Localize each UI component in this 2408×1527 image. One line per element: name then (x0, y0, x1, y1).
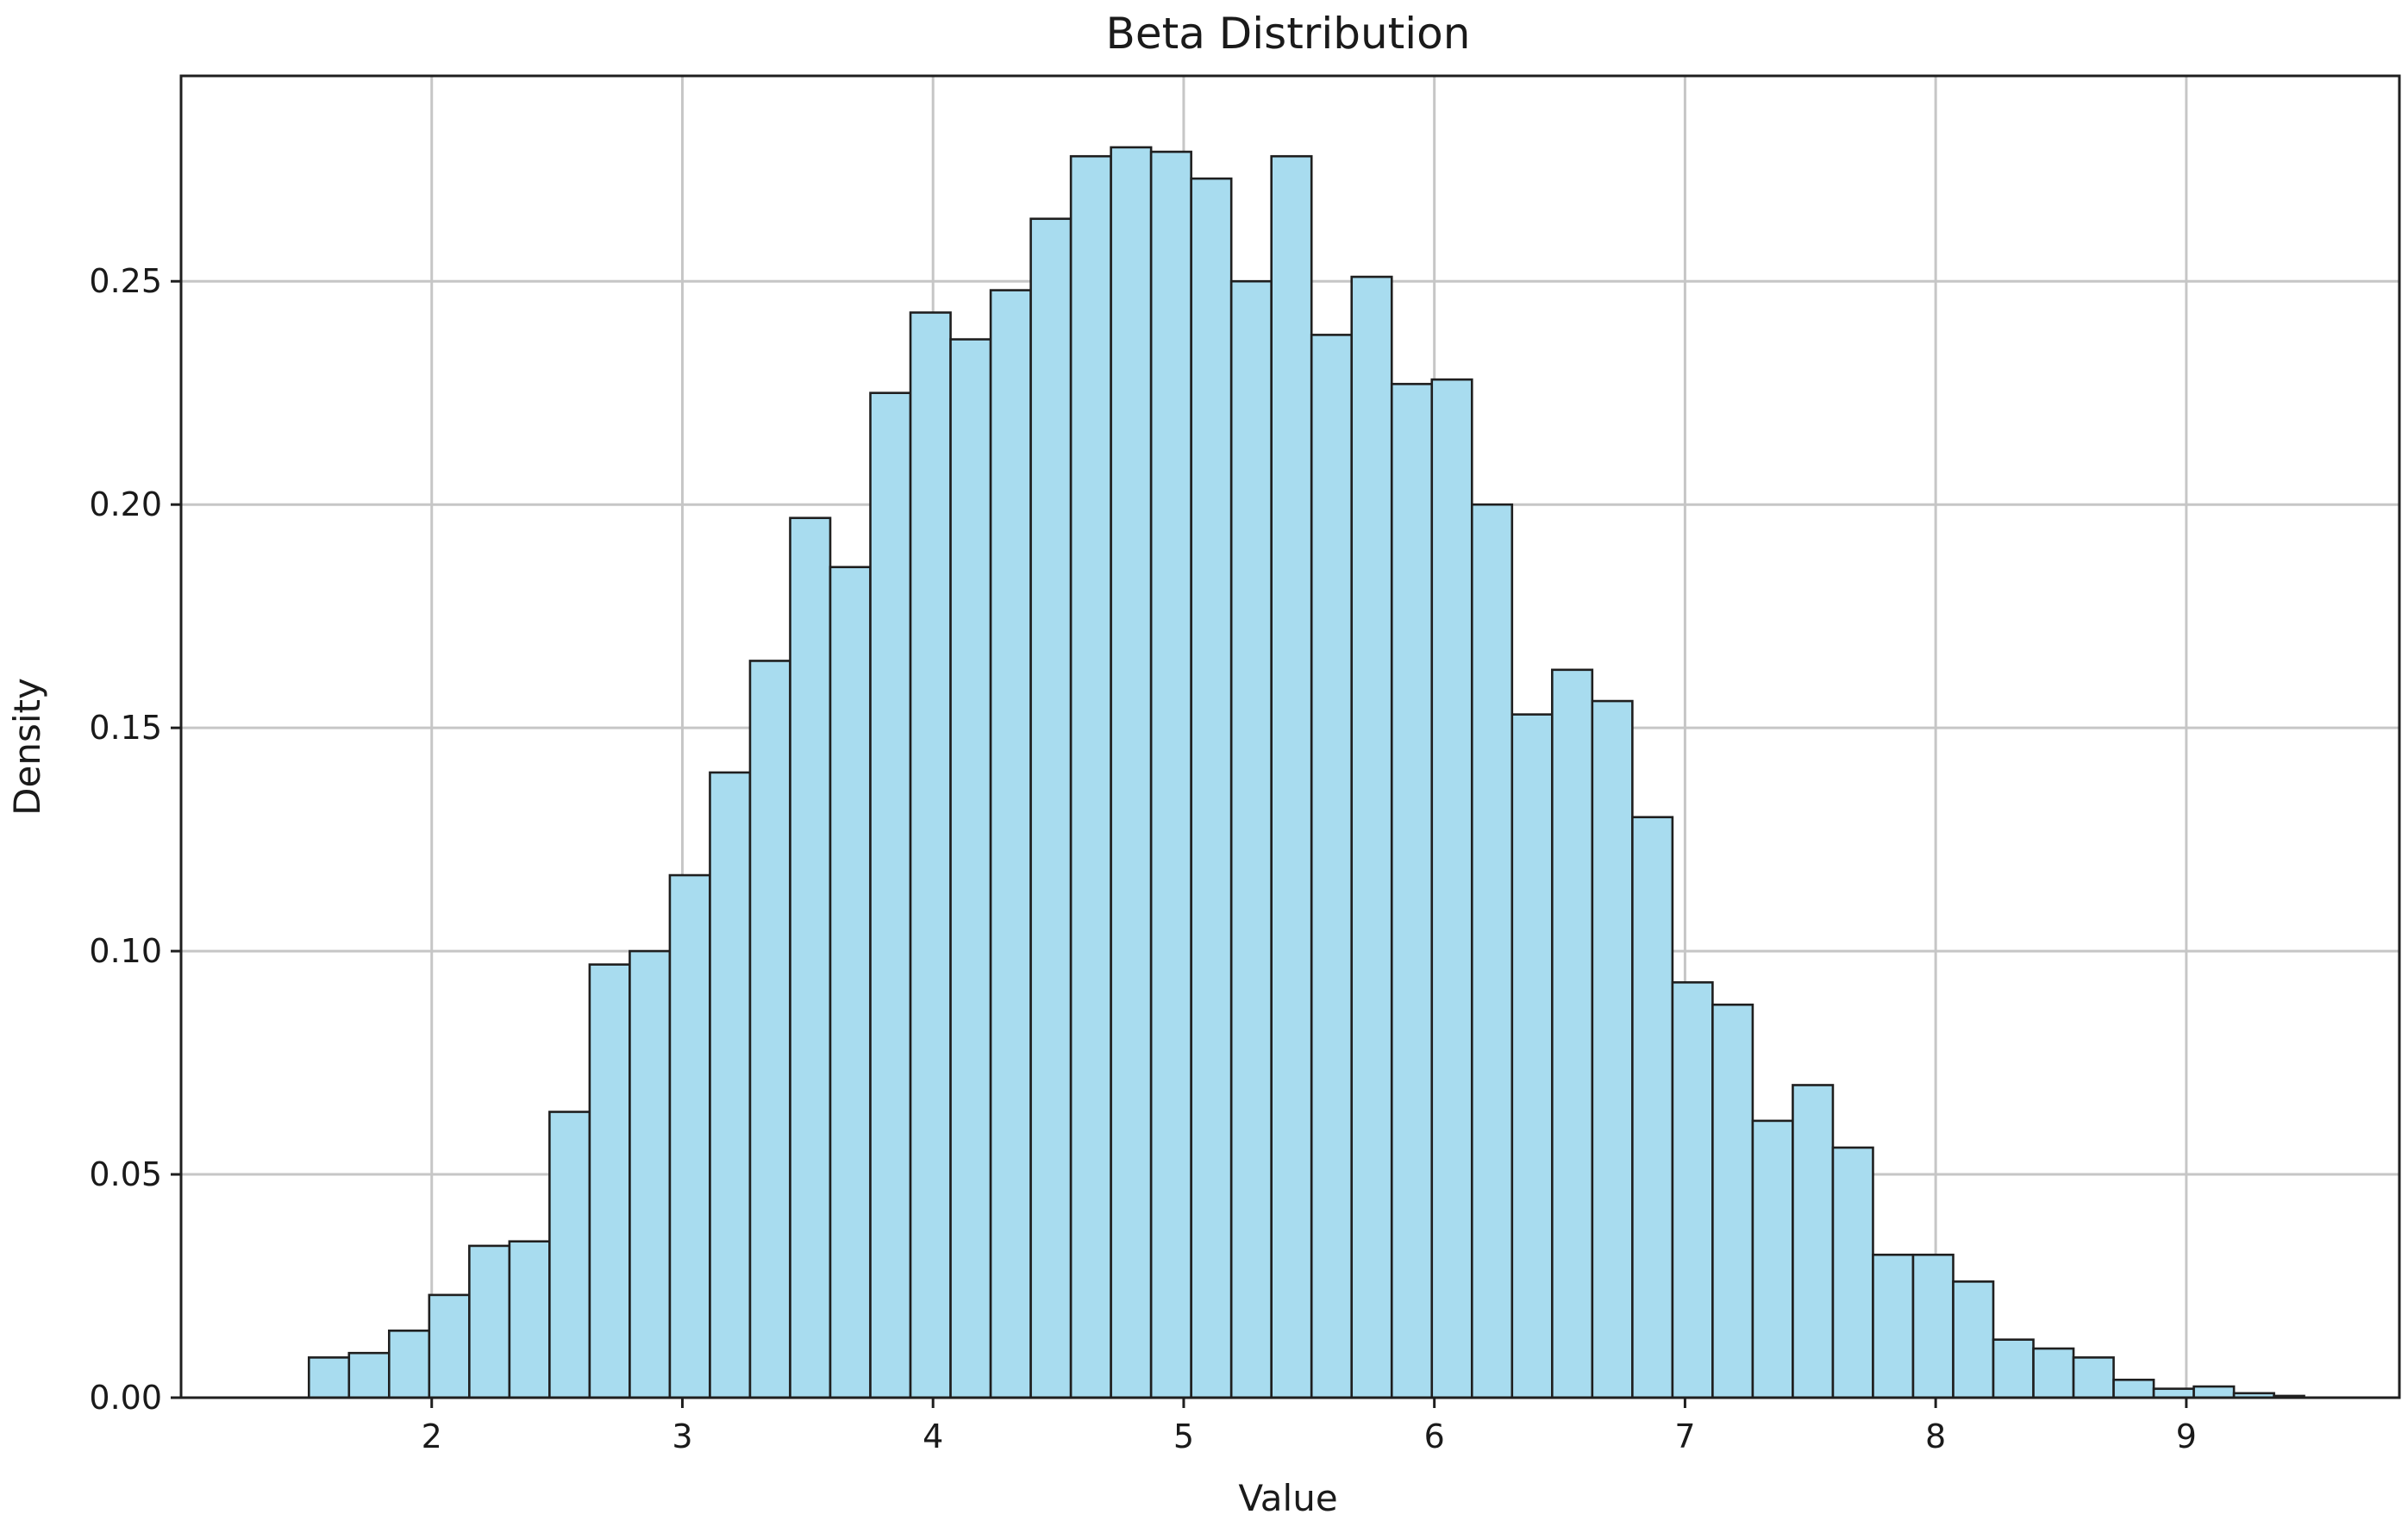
histogram-bar (1470, 503, 1514, 1399)
histogram-bar (629, 949, 672, 1399)
histogram-bar (1110, 146, 1153, 1399)
histogram-bar (388, 1330, 431, 1399)
histogram-bar (1872, 1253, 1915, 1399)
y-tick-label: 0.20 (89, 485, 162, 523)
x-axis-ticks: 2 3 4 5 6 7 8 9 (422, 1398, 2197, 1455)
x-tick-label: 6 (1424, 1417, 1445, 1455)
histogram-bar (1069, 154, 1112, 1399)
histogram-bar (1149, 150, 1192, 1399)
histogram-bar (869, 391, 912, 1399)
histogram-bar (1711, 1003, 1754, 1399)
y-tick-label: 0.10 (89, 932, 162, 970)
histogram-bar (2032, 1347, 2075, 1399)
histogram-bar (668, 873, 711, 1399)
x-axis-label: Value (1238, 1477, 1337, 1519)
y-axis-label: Density (6, 678, 48, 816)
y-tick-label: 0.15 (89, 709, 162, 747)
histogram-bar (1029, 217, 1073, 1399)
histogram-bar (1591, 699, 1634, 1399)
x-tick-label: 8 (1925, 1417, 1946, 1455)
histogram-bar (1631, 816, 1674, 1399)
x-tick-label: 7 (1674, 1417, 1695, 1455)
y-tick-label: 0.00 (89, 1379, 162, 1417)
y-axis-ticks: 0.00 0.05 0.10 0.15 0.20 0.25 (89, 262, 181, 1417)
histogram-bar (1310, 334, 1354, 1399)
histogram-bar (989, 289, 1032, 1399)
histogram-bar (2072, 1356, 2115, 1399)
histogram-bar (748, 660, 791, 1399)
histogram-bar (1430, 378, 1473, 1399)
x-tick-label: 2 (422, 1417, 442, 1455)
x-tick-label: 9 (2176, 1417, 2197, 1455)
histogram-bar (1671, 981, 1714, 1399)
histogram-bars (307, 146, 2305, 1399)
y-tick-label: 0.25 (89, 262, 162, 300)
histogram-bar (949, 338, 992, 1399)
histogram-bar (789, 516, 832, 1399)
x-tick-label: 4 (923, 1417, 943, 1455)
histogram-bar (468, 1244, 511, 1399)
x-tick-label: 5 (1173, 1417, 1194, 1455)
y-tick-label: 0.05 (89, 1155, 162, 1193)
histogram-bar (1510, 713, 1554, 1399)
histogram-bar (347, 1351, 391, 1399)
histogram-bar (2152, 1387, 2195, 1399)
histogram-bar (1952, 1280, 1995, 1399)
histogram-bar (1751, 1119, 1794, 1399)
histogram-bar (709, 771, 752, 1399)
histogram-bar (829, 566, 872, 1399)
histogram-bar (1992, 1338, 2035, 1399)
histogram-bar (1270, 154, 1313, 1399)
histogram-bar (1551, 668, 1594, 1399)
histogram-bar (1350, 275, 1393, 1399)
histogram-bar (1390, 383, 1434, 1399)
histogram-bar (1190, 177, 1233, 1399)
histogram-bar (548, 1111, 591, 1399)
x-tick-label: 3 (672, 1417, 692, 1455)
histogram-bar (508, 1240, 551, 1399)
plot-frame (179, 74, 2401, 1399)
histogram-bar (1229, 279, 1273, 1399)
histogram-bar (1911, 1253, 1955, 1399)
histogram-bar (428, 1293, 471, 1399)
histogram-bar (2192, 1385, 2236, 1399)
histogram-bar (588, 963, 631, 1399)
chart-title: Beta Distribution (1106, 9, 1471, 59)
histogram-bar (1792, 1084, 1835, 1399)
histogram-bar (909, 311, 952, 1399)
histogram-bar (2112, 1378, 2155, 1399)
histogram-bar (307, 1356, 351, 1399)
histogram-bar (1831, 1146, 1874, 1399)
